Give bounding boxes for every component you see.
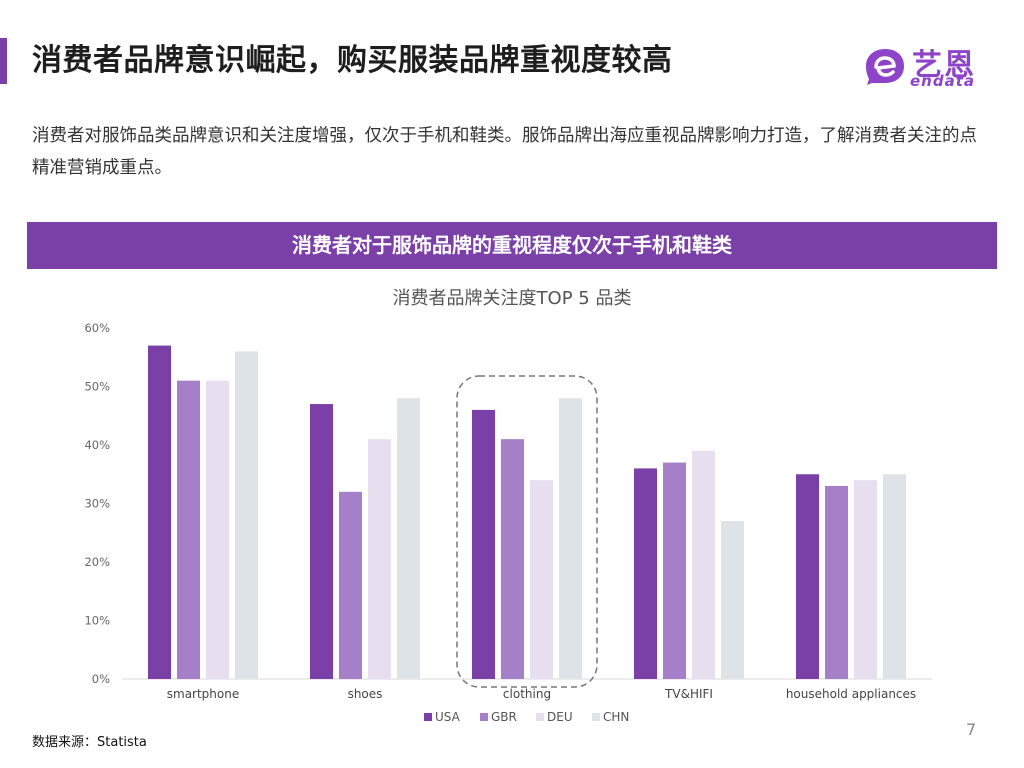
intro-paragraph: 消费者对服饰品类品牌意识和关注度增强，仅次于手机和鞋类。服饰品牌出海应重视品牌影… xyxy=(32,126,977,178)
legend-swatch-deu xyxy=(536,713,544,721)
page-title: 消费者品牌意识崛起，购买服装品牌重视度较高 xyxy=(32,43,673,78)
bar-gbr xyxy=(825,485,848,679)
bar-chn xyxy=(721,521,744,679)
bar-deu xyxy=(692,450,715,679)
bar-chn xyxy=(397,398,420,679)
y-tick-label: 40% xyxy=(84,438,110,452)
bar-usa xyxy=(472,409,495,679)
bar-gbr xyxy=(663,462,686,679)
bar-gbr xyxy=(339,491,362,679)
bar-deu xyxy=(368,439,391,679)
x-tick-label: shoes xyxy=(348,687,383,701)
legend-label-chn: CHN xyxy=(603,710,629,724)
bar-chn xyxy=(235,351,258,679)
x-tick-label: household appliances xyxy=(786,687,916,701)
y-tick-label: 60% xyxy=(84,321,110,335)
title-accent-bar xyxy=(0,38,7,84)
data-source: 数据来源：Statista xyxy=(32,735,147,750)
highlight-box xyxy=(456,375,598,688)
legend-swatch-usa xyxy=(424,713,432,721)
bar-deu xyxy=(530,480,553,679)
chart-title: 消费者品牌关注度TOP 5 品类 xyxy=(393,288,632,309)
chart-banner: 消费者对于服饰品牌的重视程度仅次于手机和鞋类 xyxy=(27,222,997,269)
endata-logo: 艺恩 endata xyxy=(864,44,988,92)
bar-chn xyxy=(559,398,582,679)
bar-gbr xyxy=(501,439,524,679)
bar-deu xyxy=(206,380,229,679)
x-tick-label: clothing xyxy=(503,687,551,701)
legend-label-gbr: GBR xyxy=(491,710,517,724)
bar-usa xyxy=(148,345,171,679)
x-tick-label: TV&HIFI xyxy=(664,687,713,701)
page-number: 7 xyxy=(966,720,977,739)
bar-usa xyxy=(634,468,657,679)
y-tick-label: 10% xyxy=(84,614,110,628)
bar-chart: 消费者品牌关注度TOP 5 品类 0% 10% 20% 30% 40% 50% 60% smar… xyxy=(84,288,932,724)
legend-label-usa: USA xyxy=(435,710,461,724)
legend-swatch-chn xyxy=(592,713,600,721)
endata-logo-icon xyxy=(866,49,904,85)
y-tick-label: 20% xyxy=(84,555,110,569)
bar-usa xyxy=(310,404,333,679)
legend-label-deu: DEU xyxy=(547,710,573,724)
logo-name-en: endata xyxy=(910,72,976,90)
logo-name-cn: 艺恩 xyxy=(912,48,976,83)
y-tick-label: 0% xyxy=(92,672,110,686)
bar-chn xyxy=(883,474,906,679)
bar-gbr xyxy=(177,380,200,679)
y-tick-label: 30% xyxy=(84,497,110,511)
x-tick-label: smartphone xyxy=(167,687,240,701)
legend-swatch-gbr xyxy=(480,713,488,721)
bar-usa xyxy=(796,474,819,679)
bar-deu xyxy=(854,480,877,679)
y-tick-label: 50% xyxy=(84,380,110,394)
